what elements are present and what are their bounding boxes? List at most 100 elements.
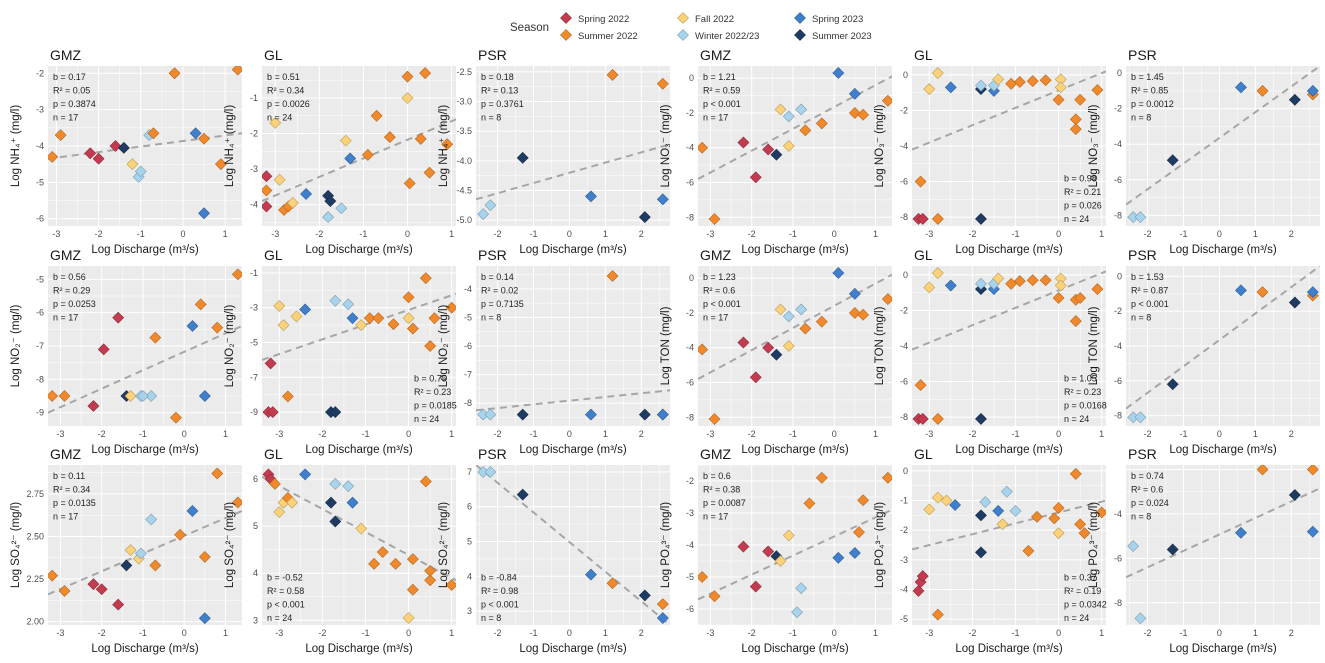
data-point [120, 559, 133, 572]
y-tick-label: -4 [1114, 509, 1122, 519]
panel-title: PSR [1128, 247, 1157, 263]
data-point [638, 589, 651, 602]
x-tick-label: 0 [832, 229, 837, 239]
y-tick-label: -1 [250, 93, 258, 103]
data-point [782, 340, 795, 352]
y-tick-label: -6 [36, 214, 44, 224]
x-tick-label: -3 [706, 429, 714, 439]
y-axis-label: Log SO₄²⁻ (mg/l) [224, 502, 236, 588]
data-point [87, 400, 100, 412]
data-point [992, 73, 1005, 86]
stats-line: b = 1.53 [1131, 272, 1164, 282]
data-point [262, 170, 273, 183]
y-axis-label: Log TON (mg/l) [660, 306, 672, 385]
data-point [186, 320, 199, 332]
data-point [342, 480, 355, 493]
gridlines [1126, 66, 1320, 226]
stats-line: R² = 0.05 [53, 86, 90, 96]
stats-line: n = 24 [1064, 214, 1089, 224]
data-point [815, 315, 828, 328]
data-point [737, 540, 750, 553]
data-point [112, 598, 125, 611]
x-tick-label: 1 [873, 229, 878, 239]
x-tick-label: -1 [789, 628, 797, 638]
data-point [170, 411, 182, 424]
data-point [1013, 76, 1026, 88]
x-tick-label: 2 [1289, 628, 1294, 638]
y-axis-label: Log NO₃⁻ (mg/l) [1088, 104, 1100, 187]
gridlines [262, 266, 456, 426]
y-tick-label: -4 [1114, 341, 1122, 351]
x-tick-label: -2 [968, 628, 976, 638]
data-point [606, 68, 619, 81]
data-point [762, 341, 775, 354]
panel-title: GL [914, 446, 933, 462]
data-point [383, 131, 396, 144]
regression-line [48, 132, 242, 160]
x-tick-label: -1 [359, 229, 367, 239]
data-point [58, 390, 71, 402]
y-tick-label: -4 [900, 584, 908, 594]
data-point [424, 340, 437, 352]
y-tick-label: -5.0 [456, 215, 472, 225]
y-tick-label: -8 [900, 212, 908, 222]
stats-line: R² = 0.59 [703, 86, 740, 96]
y-tick-label: -8 [900, 412, 908, 422]
data-point [791, 606, 803, 619]
data-point [48, 390, 59, 402]
y-axis-label: Log NH₄⁺ (mg/l) [10, 105, 22, 188]
y-tick-label: 5 [467, 537, 472, 547]
data-point [857, 108, 870, 121]
y-tick-label: 4 [467, 571, 472, 581]
data-point [975, 412, 987, 425]
x-axis-label: Log Discharge (m³/s) [519, 643, 627, 655]
data-point [749, 171, 762, 184]
data-point [975, 546, 987, 559]
data-point [1134, 211, 1147, 224]
x-tick-label: 1 [223, 229, 228, 239]
data-point [361, 148, 374, 161]
x-tick-label: -3 [56, 429, 64, 439]
y-tick-label: -2 [1114, 306, 1122, 316]
data-point [832, 267, 845, 279]
data-point [402, 291, 415, 304]
panel-3: GMZ -3 -2 -1 0 1 -8 -6 -4 -2 0 Log Discharge (m³/s)… [660, 47, 892, 256]
data-point [355, 319, 368, 332]
data-point [1054, 81, 1067, 94]
panel-13: GL -3 -2 -1 0 1 3 4 5 6 Log Discharge (m³/s) Log SO… [224, 446, 456, 655]
panel-title: GMZ [700, 47, 732, 63]
data-point [832, 551, 845, 564]
x-tick-label: -1 [529, 628, 537, 638]
panel-title: PSR [1128, 446, 1157, 462]
y-tick-label: -2 [900, 525, 908, 535]
data-point [815, 117, 828, 130]
x-tick-label: -3 [275, 429, 283, 439]
x-tick-label: 1 [873, 429, 878, 439]
data-point [48, 150, 59, 163]
legend-title: Season [510, 22, 549, 34]
y-tick-label: -3.5 [456, 126, 472, 136]
stats-line: p = 0.026 [1064, 201, 1102, 211]
x-axis-label: Log Discharge (m³/s) [1169, 444, 1277, 456]
data-point [1052, 292, 1065, 304]
legend-key-4 [794, 12, 806, 24]
x-tick-label: -2 [1144, 229, 1152, 239]
data-point [198, 550, 211, 563]
y-tick-label: -8 [686, 212, 694, 222]
y-tick-label: -8 [686, 412, 694, 422]
data-point [339, 134, 352, 147]
data-point [931, 267, 944, 280]
panel-0: GMZ -3 -2 -1 0 1 -6 -5 -4 -3 -2 Log Discharge (m³/s… [10, 47, 242, 256]
x-axis-label: Log Discharge (m³/s) [91, 643, 199, 655]
gridlines [262, 465, 456, 625]
stats-line: R² = 0.58 [267, 586, 304, 596]
stats-line: n = 17 [703, 113, 728, 123]
x-tick-label: 0 [1056, 628, 1061, 638]
x-tick-label: 1 [603, 229, 608, 239]
data-point [198, 132, 210, 145]
x-tick-label: -2 [748, 429, 756, 439]
panel-5: PSR -2 -1 0 1 2 -8 -6 -4 -2 0 Log Discharge (m³/s) L… [1088, 47, 1320, 256]
panel-title: PSR [478, 247, 507, 263]
data-point [335, 202, 348, 215]
x-tick-label: -1 [1179, 229, 1187, 239]
